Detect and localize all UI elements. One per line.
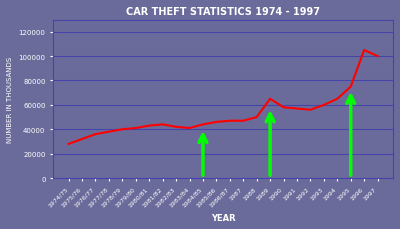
Y-axis label: NUMBER IN THOUSANDS: NUMBER IN THOUSANDS (7, 57, 13, 142)
Title: CAR THEFT STATISTICS 1974 - 1997: CAR THEFT STATISTICS 1974 - 1997 (126, 7, 320, 17)
X-axis label: YEAR: YEAR (211, 213, 236, 222)
